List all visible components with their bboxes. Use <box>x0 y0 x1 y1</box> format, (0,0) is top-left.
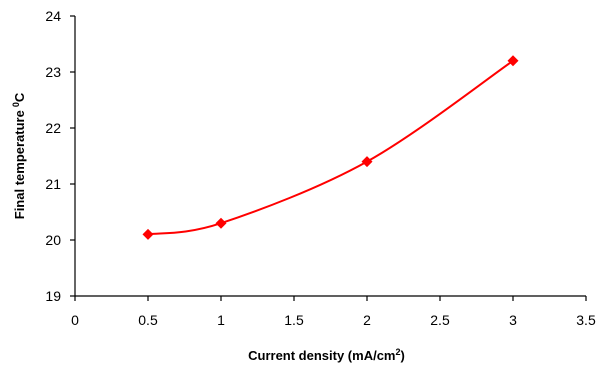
data-point-marker <box>142 228 154 240</box>
y-tick-label: 23 <box>45 64 61 80</box>
x-tick-label: 3 <box>509 312 517 328</box>
x-tick-label: 2 <box>363 312 371 328</box>
y-tick-label: 22 <box>45 120 61 136</box>
y-axis-title: Final temperature0C <box>11 92 27 219</box>
x-tick-label: 2.5 <box>430 312 450 328</box>
x-tick-label: 3.5 <box>576 312 596 328</box>
y-tick-label: 24 <box>45 8 61 24</box>
x-tick-label: 1.5 <box>284 312 304 328</box>
y-tick-label: 20 <box>45 232 61 248</box>
x-tick-label: 1 <box>217 312 225 328</box>
x-axis-title: Current density (mA/cm2) <box>248 347 405 363</box>
y-tick-label: 19 <box>45 288 61 304</box>
data-point-marker <box>361 156 373 168</box>
y-axis-ticks: 19 20 21 22 23 24 <box>45 8 75 304</box>
x-tick-label: 0.5 <box>138 312 158 328</box>
y-tick-label: 21 <box>45 176 61 192</box>
x-tick-label: 0 <box>71 312 79 328</box>
data-point-marker <box>215 217 227 229</box>
data-point-marker <box>507 55 519 67</box>
series-line <box>147 59 514 236</box>
series-group <box>142 55 519 240</box>
x-axis-ticks: 0 0.5 1 1.5 2 2.5 3 3.5 <box>71 296 596 328</box>
